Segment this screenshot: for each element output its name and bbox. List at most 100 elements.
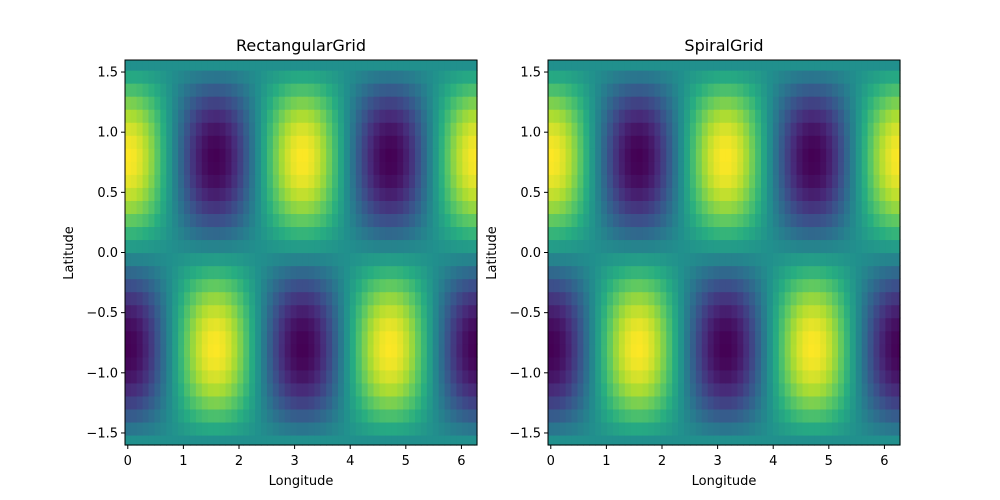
heatmap-cell [379,382,386,397]
heatmap-cell [391,109,398,123]
heatmap-cell [201,369,209,384]
heatmap-cell [136,200,144,214]
heatmap-cell [189,187,197,201]
heatmap-cell [290,226,298,241]
heatmap-cell [612,148,620,162]
heatmap-cell [266,60,274,71]
heatmap-cell [618,356,626,371]
heatmap-cell [707,109,715,123]
heatmap-cell [343,122,351,136]
heatmap-cell [272,200,280,214]
heatmap-cell [636,421,644,436]
heatmap-cell [755,174,762,188]
heatmap-cell [462,317,469,332]
heatmap-cell [243,122,250,136]
heatmap-cell [355,174,363,188]
heatmap-cell [302,161,309,175]
heatmap-cell [444,83,452,97]
heatmap-cell [802,304,809,319]
heatmap-cell [838,83,845,97]
heatmap-cell [755,291,762,306]
heatmap-cell [195,148,203,162]
heatmap-cell [583,70,590,84]
heatmap-cell [713,369,721,384]
heatmap-cell [255,395,262,410]
heatmap-cell [426,96,434,110]
heatmap-cell [261,213,268,228]
heatmap-cell [571,135,579,149]
heatmap-cell [296,317,304,332]
heatmap-cell [456,135,463,149]
heatmap-cell [189,421,197,436]
heatmap-cell [879,278,886,293]
heatmap-cell [148,434,156,446]
heatmap-cell [820,83,827,97]
x-tick-label: 3 [290,454,298,469]
heatmap-cell [296,161,304,175]
heatmap-cell [630,135,638,149]
heatmap-cell [136,343,144,358]
heatmap-cell [820,213,827,228]
heatmap-cell [278,60,286,71]
heatmap-cell [456,252,463,267]
heatmap-cell [595,200,602,214]
heatmap-cell [743,135,750,149]
heatmap-cell [636,395,644,410]
heatmap-cell [826,213,833,228]
heatmap-cell [172,213,179,228]
heatmap-cell [873,343,881,358]
heatmap-cell [784,434,792,446]
heatmap-cell [403,200,410,214]
heatmap-cell [666,317,673,332]
heatmap-cell [802,122,809,136]
heatmap-cell [409,161,416,175]
heatmap-cell [243,135,250,149]
heatmap-cell [195,343,203,358]
heatmap-cell [607,226,614,241]
heatmap-cell [290,70,298,84]
heatmap-cell [855,187,863,201]
heatmap-cell [684,330,691,345]
heatmap-cell [142,330,150,345]
heatmap-cell [761,174,768,188]
heatmap-cell [826,369,833,384]
heatmap-cell [420,174,428,188]
heatmap-cell [654,187,661,201]
heatmap-cell [444,187,452,201]
heatmap-cell [737,421,744,436]
heatmap-cell [772,278,780,293]
heatmap-cell [349,382,357,397]
heatmap-cell [885,304,892,319]
heatmap-cell [379,343,386,358]
heatmap-cell [725,135,732,149]
heatmap-cell [255,96,262,110]
heatmap-cell [148,174,156,188]
heatmap-cell [237,265,244,280]
heatmap-cell [444,213,452,228]
heatmap-cell [802,213,809,228]
heatmap-cell [808,369,815,384]
heatmap-cell [184,265,191,280]
heatmap-cell [666,213,673,228]
heatmap-cell [737,408,744,423]
heatmap-cell [172,395,179,410]
heatmap-cell [243,174,250,188]
heatmap-cell [755,395,762,410]
heatmap-cell [678,265,685,280]
heatmap-cell [397,369,404,384]
heatmap-cell [565,252,573,267]
heatmap-cell [749,408,756,423]
x-tick-label: 6 [880,454,888,469]
heatmap-cell [290,369,298,384]
heatmap-cell [178,239,185,254]
heatmap-cell [784,304,792,319]
heatmap-cell [749,226,756,241]
heatmap-cell [684,239,691,254]
heatmap-cell [731,265,738,280]
heatmap-cell [243,161,250,175]
heatmap-cell [438,265,446,280]
heatmap-cell [707,148,715,162]
heatmap-cell [320,304,327,319]
heatmap-cell [766,408,774,423]
heatmap-cell [838,239,845,254]
